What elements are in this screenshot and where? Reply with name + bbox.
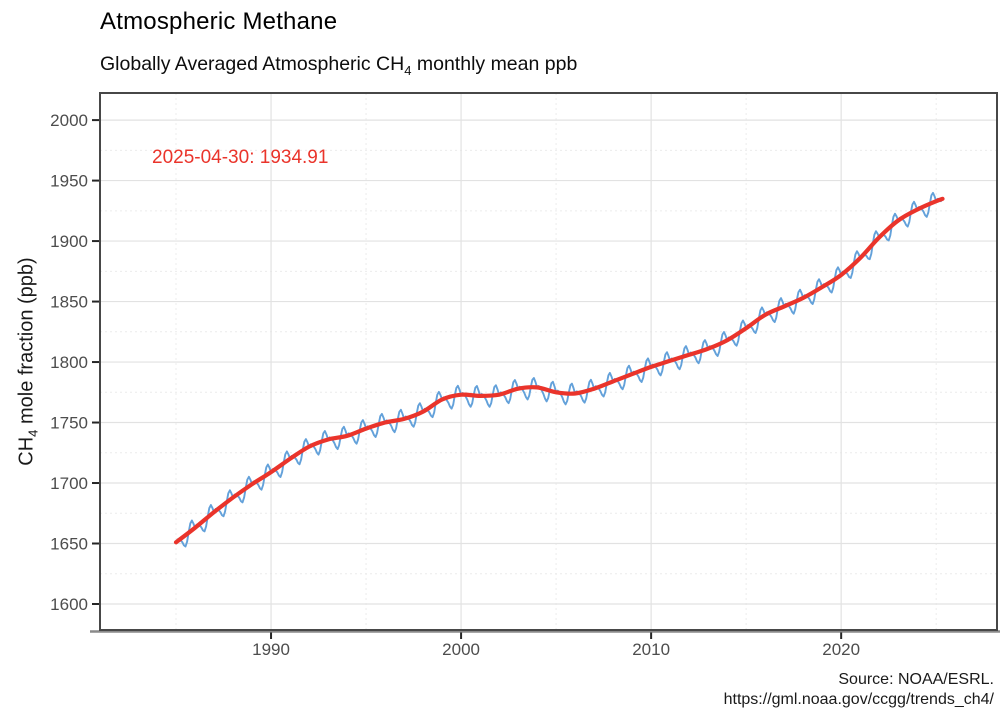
chart-subtitle-subscript: 4: [404, 62, 412, 78]
chart-subtitle-text: Globally Averaged Atmospheric CH: [100, 53, 405, 75]
y-axis-tick-label: 1600: [50, 595, 88, 614]
monthly-series-line: [175, 191, 942, 548]
plot-panel-border: [99, 92, 998, 631]
y-axis-tick-label: 2000: [50, 111, 88, 130]
y-axis-tick-label: 1850: [50, 293, 88, 312]
source-caption: Source: NOAA/ESRL. https://gml.noaa.gov/…: [724, 670, 994, 710]
axis-tick-marks: [92, 119, 843, 639]
chart-subtitle: Globally Averaged Atmospheric CH4 monthl…: [100, 53, 577, 78]
y-axis-tick-label: 1900: [50, 232, 88, 251]
y-axis-title-suffix: mole fraction (ppb): [15, 257, 38, 430]
x-axis-tick-label: 1990: [252, 640, 290, 659]
x-axis-tick-label: 2000: [442, 640, 480, 659]
y-axis-tick-label: 1750: [50, 414, 88, 433]
y-axis-title-subscript: 4: [25, 429, 41, 437]
y-axis-tick-label: 1950: [50, 172, 88, 191]
trend-series-line: [173, 196, 945, 545]
chart-subtitle-suffix: monthly mean ppb: [411, 53, 578, 75]
last-value-annotation: 2025-04-30: 1934.91: [152, 147, 329, 168]
y-axis-tick-label: 1700: [50, 474, 88, 493]
x-axis-tick-label: 2020: [822, 640, 860, 659]
gridlines-major: [100, 93, 997, 630]
source-caption-line1: Source: NOAA/ESRL.: [838, 671, 994, 688]
y-axis-tick-label: 1800: [50, 353, 88, 372]
x-axis-tick-label: 2010: [632, 640, 670, 659]
y-axis-title: CH4 mole fraction (ppb): [16, 212, 41, 512]
chart-title: Atmospheric Methane: [100, 8, 338, 35]
y-axis-tick-label: 1650: [50, 535, 88, 554]
axis-tick-labels: 1990 2000 2010 2020 1600 1650 1700 1750 1800 1850…: [50, 111, 860, 659]
y-axis-title-prefix: CH: [15, 436, 38, 466]
source-caption-line2: https://gml.noaa.gov/ccgg/trends_ch4/: [723, 691, 994, 708]
